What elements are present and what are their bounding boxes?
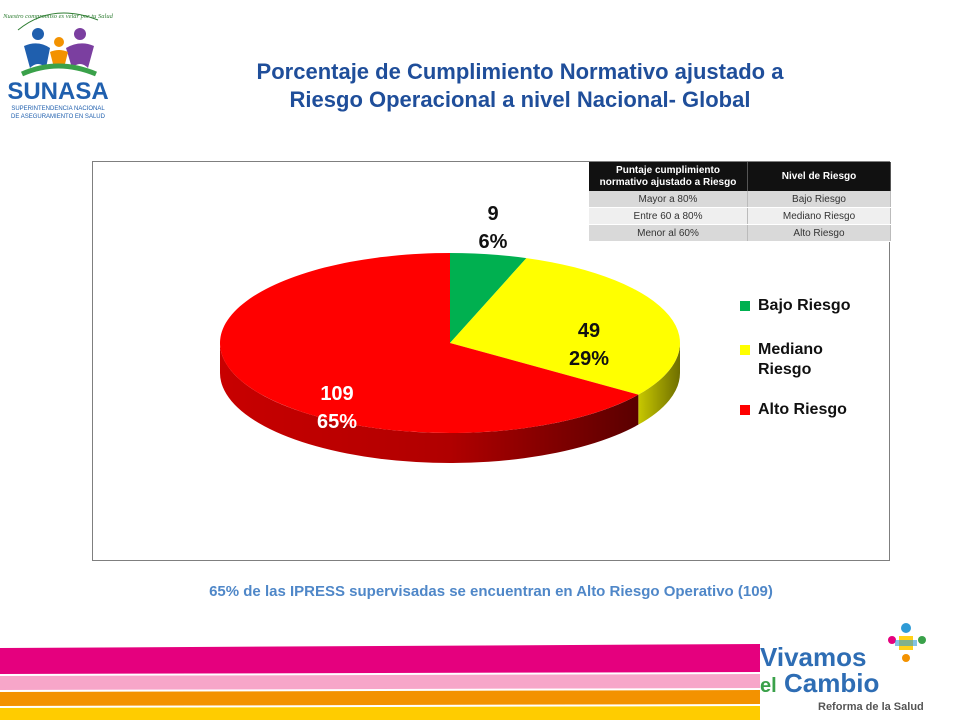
pie-side-mediano-riesgo xyxy=(638,343,680,425)
legend-label: Alto Riesgo xyxy=(758,401,847,418)
family-figures-icon xyxy=(20,28,97,77)
risk-table-header-level: Nivel de Riesgo xyxy=(747,162,891,191)
sunasa-subtitle-1: SUPERINTENDENCIA NACIONAL xyxy=(11,106,105,112)
page-title: Porcentaje de Cumplimiento Normativo aju… xyxy=(150,58,890,114)
legend-item-bajo: Bajo Riesgo xyxy=(740,296,880,316)
table-row: Mayor a 80% Bajo Riesgo xyxy=(589,191,891,208)
risk-table-cell: Bajo Riesgo xyxy=(747,191,891,208)
table-row: Entre 60 a 80% Mediano Riesgo xyxy=(589,207,891,225)
legend-label: Mediano xyxy=(758,341,823,358)
data-label-value-alto-riesgo: 109 xyxy=(320,383,353,405)
risk-table-cell: Alto Riesgo xyxy=(747,224,891,242)
risk-table-header-row: Puntaje cumplimiento normativo ajustado … xyxy=(589,162,891,191)
legend-label: Bajo Riesgo xyxy=(758,297,851,314)
legend-swatch-yellow xyxy=(740,345,750,355)
pie-side-alto-riesgo xyxy=(220,343,639,463)
cambio-word: Cambio xyxy=(784,668,879,698)
table-row: Menor al 60% Alto Riesgo xyxy=(589,224,891,242)
pie-slice-alto-riesgo xyxy=(220,253,639,433)
page-title-line-1: Porcentaje de Cumplimiento Normativo aju… xyxy=(256,59,784,84)
sunasa-logo: Nuestro compromiso es velar por tu Salud… xyxy=(2,2,114,126)
pie-slice-mediano-riesgo xyxy=(450,258,681,395)
decorative-stripes xyxy=(0,628,960,720)
tagline-arc xyxy=(17,12,99,31)
legend-label: Riesgo xyxy=(758,361,812,378)
legend-swatch-red xyxy=(740,405,750,415)
stripe-orange xyxy=(0,690,760,706)
data-label-percent-bajo-riesgo: 6% xyxy=(479,231,508,253)
sunasa-subtitle-2: DE ASEGURAMIENTO EN SALUD xyxy=(11,114,106,120)
data-label-value-mediano-riesgo: 49 xyxy=(578,320,600,342)
vivamos-el-cambio-logo: Vivamos el Cambio Reforma de la Salud xyxy=(758,618,958,718)
stripe-yellow xyxy=(0,706,760,720)
sunasa-tagline: Nuestro compromiso es velar por tu Salud xyxy=(2,13,113,20)
page-title-line-2: Riesgo Operacional a nivel Nacional- Glo… xyxy=(289,87,751,112)
risk-table-cell: Entre 60 a 80% xyxy=(589,207,748,225)
stripe-magenta xyxy=(0,644,760,674)
chart-caption: 65% de las IPRESS supervisadas se encuen… xyxy=(209,583,773,600)
legend-item-mediano: Mediano Riesgo xyxy=(740,340,880,380)
risk-table-cell: Mayor a 80% xyxy=(589,191,748,208)
pie-chart: 9 6% 49 29% 109 65% xyxy=(220,203,681,463)
pie-slice-bajo-riesgo xyxy=(450,253,527,343)
legend-swatch-green xyxy=(740,301,750,311)
sunasa-name: SUNASA xyxy=(7,78,108,105)
stripe-pink xyxy=(0,674,760,690)
risk-table-cell: Menor al 60% xyxy=(589,224,748,242)
data-label-percent-mediano-riesgo: 29% xyxy=(569,348,609,370)
legend-item-alto: Alto Riesgo xyxy=(740,400,880,420)
reforma-tagline: Reforma de la Salud xyxy=(818,701,924,713)
vivamos-word: Vivamos xyxy=(760,642,866,672)
chart-legend: Bajo Riesgo Mediano Riesgo Alto Riesgo xyxy=(740,296,880,444)
data-label-percent-alto-riesgo: 65% xyxy=(317,411,357,433)
health-cross-people-icon xyxy=(888,623,926,662)
risk-level-table: Puntaje cumplimiento normativo ajustado … xyxy=(589,162,891,242)
el-word: el xyxy=(760,675,777,697)
data-label-value-bajo-riesgo: 9 xyxy=(487,203,498,225)
risk-table-header-score: Puntaje cumplimiento normativo ajustado … xyxy=(589,162,748,191)
risk-table-cell: Mediano Riesgo xyxy=(747,207,891,225)
